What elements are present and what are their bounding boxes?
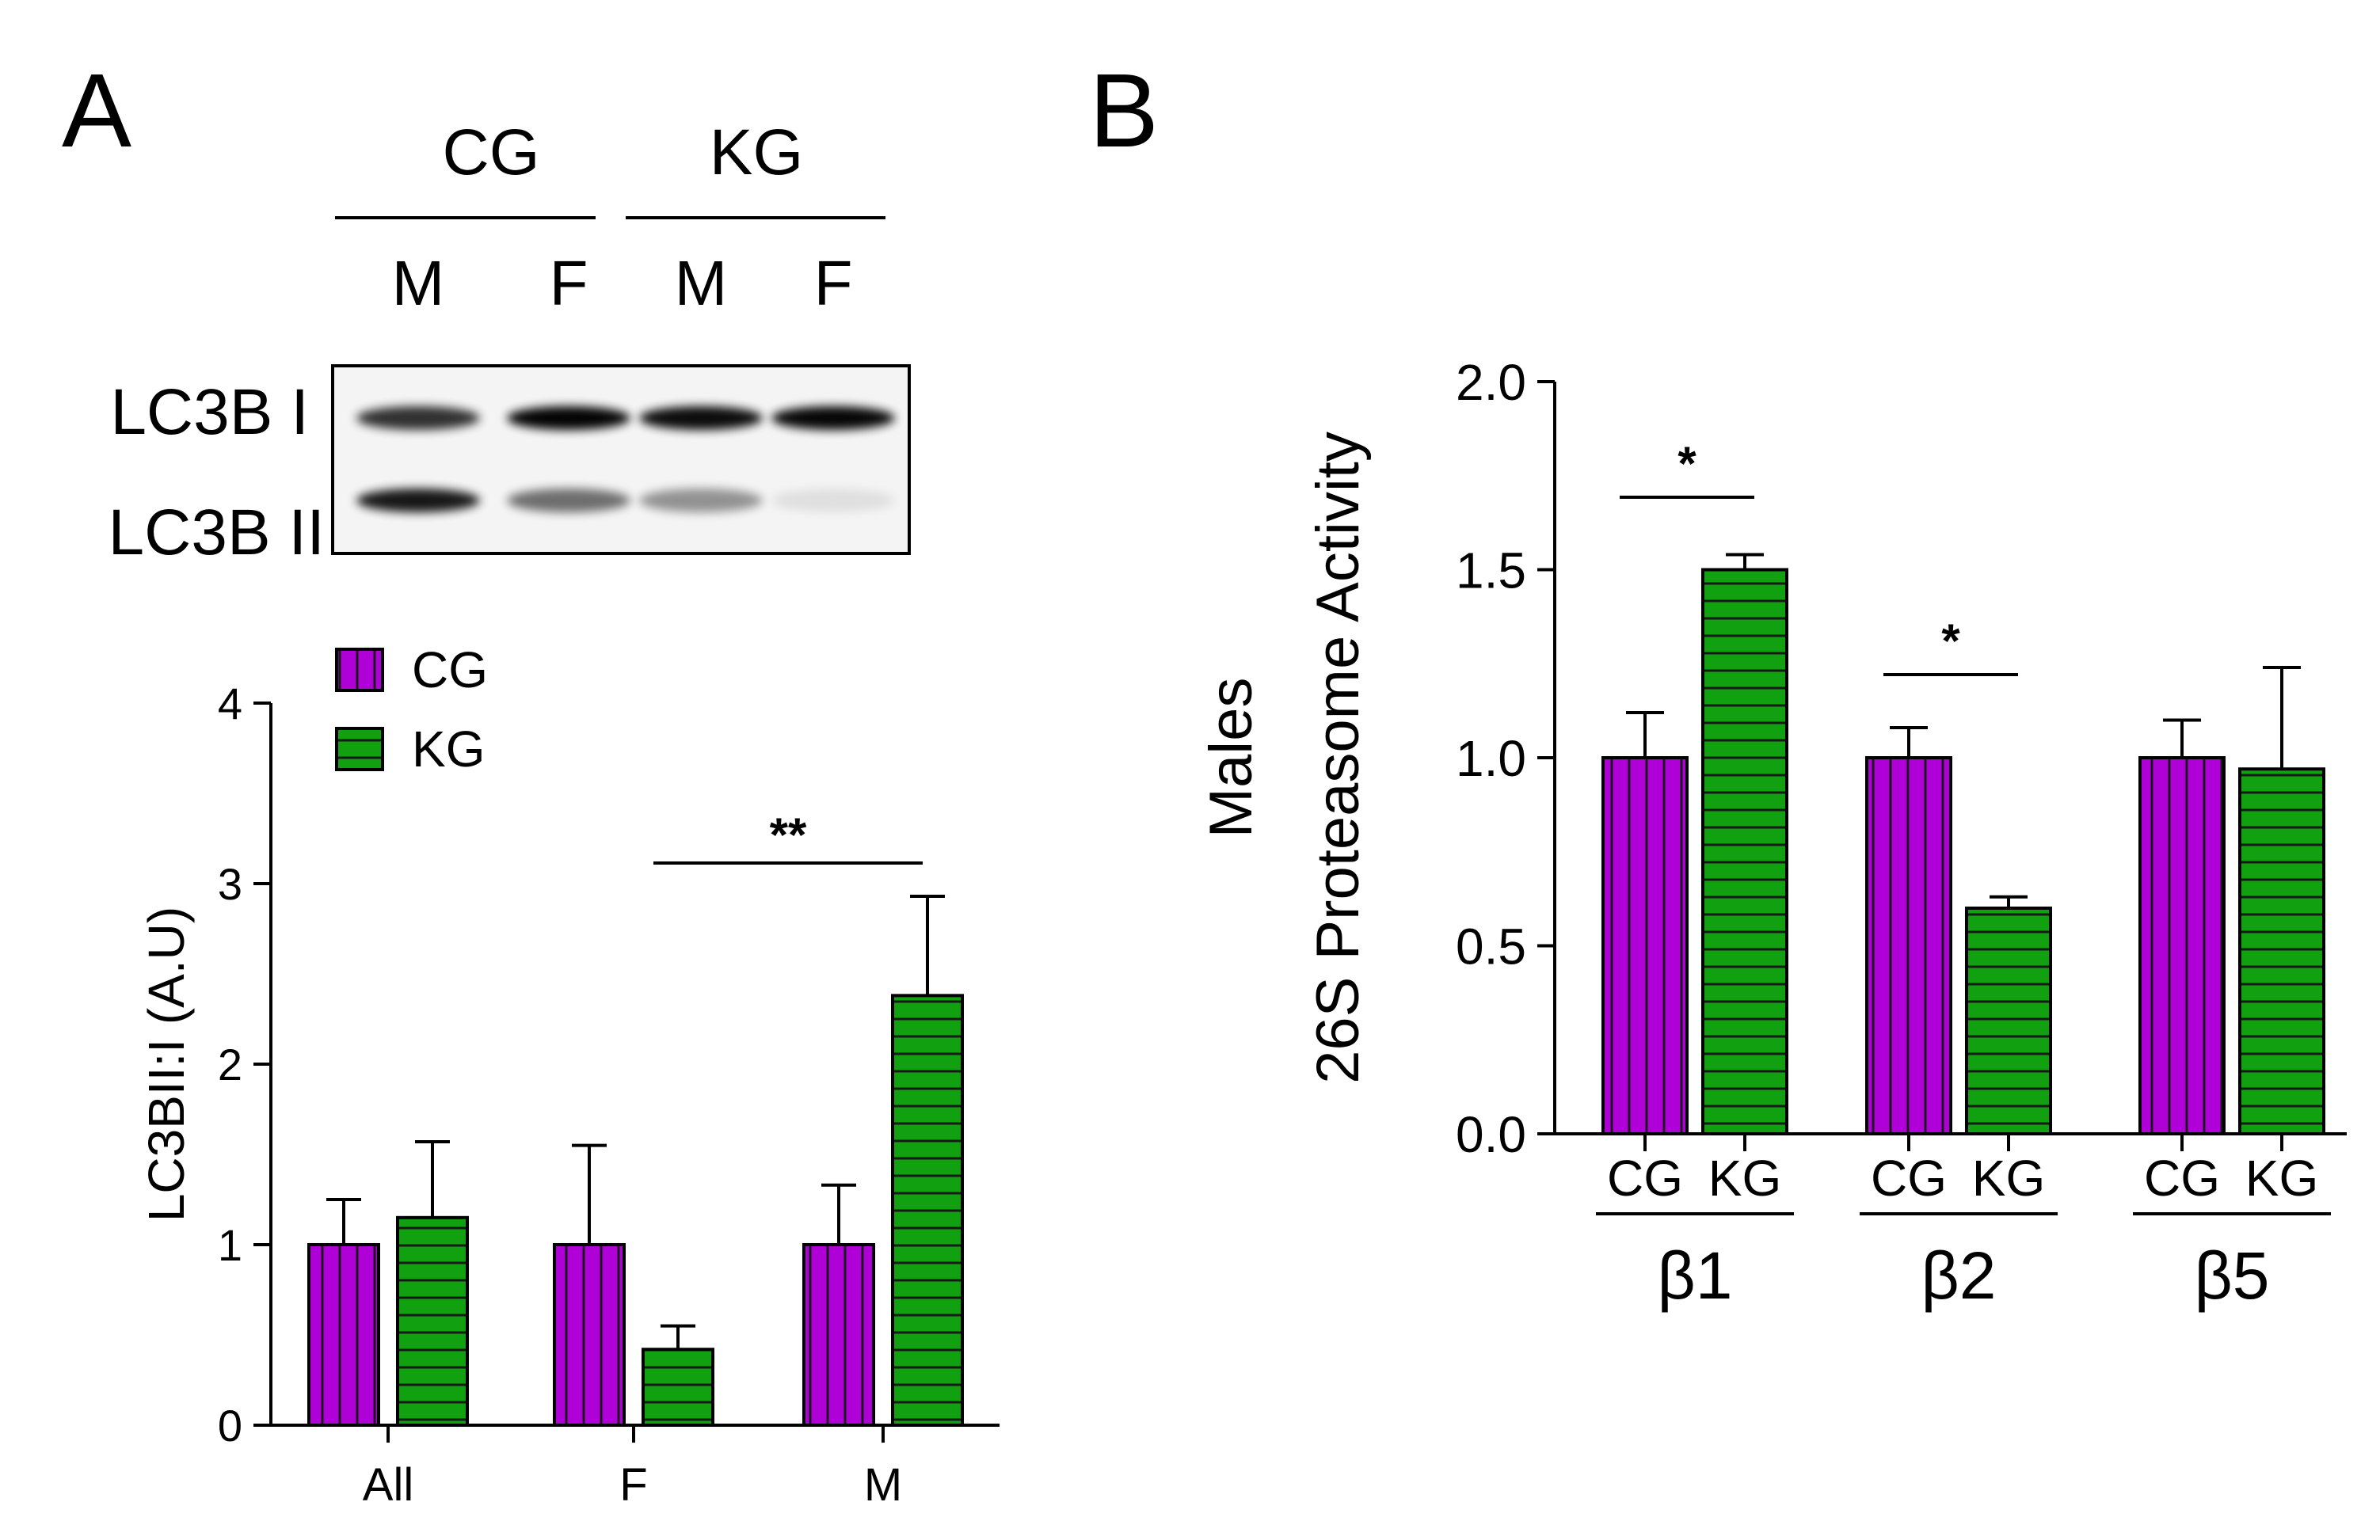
chart-b-bars bbox=[1601, 553, 2325, 1135]
chart-a-y-ticks: 0 1 2 3 4 bbox=[218, 679, 271, 1451]
panel-b-letter: B bbox=[1089, 52, 1159, 169]
chart-a-significance: ** bbox=[653, 808, 923, 865]
chart-b-sublabel: CG bbox=[2144, 1150, 2220, 1207]
chart-b-bar-kg bbox=[1701, 568, 1788, 1135]
blot-membrane bbox=[331, 364, 911, 555]
blot-band-label-lc3b-i: LC3B I bbox=[110, 376, 309, 448]
legend-label-cg: CG bbox=[412, 641, 488, 698]
legend-swatch-cg bbox=[335, 648, 384, 692]
chart-b-category-label: β2 bbox=[1921, 1238, 1996, 1313]
blot-band-lc3b-ii bbox=[771, 489, 895, 512]
blot-band-lc3b-i bbox=[639, 406, 763, 430]
chart-b-y-ticks: 0.0 0.5 1.0 1.5 2.0 bbox=[1456, 354, 1555, 1163]
legend-swatch-kg bbox=[335, 727, 384, 771]
blot-bands bbox=[356, 406, 895, 512]
chart-a-bar-cg bbox=[553, 1243, 626, 1427]
blot-lane-label: F bbox=[814, 248, 853, 318]
chart-a-tick-label: 0 bbox=[218, 1401, 242, 1451]
chart-b-bar-cg bbox=[2138, 756, 2226, 1135]
chart-a-significance-label: ** bbox=[770, 808, 807, 861]
blot-band-lc3b-ii bbox=[356, 489, 480, 512]
chart-b-y-axis-title-line2: 26S Proteasome Activity bbox=[1304, 432, 1372, 1084]
blot-lane-label: M bbox=[675, 248, 728, 318]
chart-a-bar-kg bbox=[642, 1348, 714, 1427]
chart-a-bar-kg bbox=[891, 994, 964, 1427]
blot-band-lc3b-ii bbox=[507, 489, 630, 512]
chart-b-tick-label: 1.5 bbox=[1456, 542, 1526, 599]
panel-a-letter: A bbox=[62, 52, 131, 169]
blot-band-lc3b-i bbox=[771, 406, 895, 430]
chart-b-tick-label: 1.0 bbox=[1456, 730, 1526, 787]
chart-b-bar-cg bbox=[1865, 756, 1952, 1135]
chart-b-bar-kg bbox=[2238, 767, 2325, 1135]
blot-group-label-cg: CG bbox=[443, 116, 540, 188]
chart-b-tick-label: 0.5 bbox=[1456, 918, 1526, 975]
blot-band-lc3b-i bbox=[507, 406, 630, 430]
blot-band-label-lc3b-ii: LC3B II bbox=[109, 496, 325, 568]
chart-b-tick-label: 2.0 bbox=[1456, 354, 1526, 411]
chart-a-y-axis-title: LC3BII:I (A.U) bbox=[138, 907, 195, 1222]
chart-b-bar-kg bbox=[1965, 907, 2052, 1135]
chart-b-significance-label: * bbox=[1941, 614, 1960, 667]
chart-a-tick-label: 2 bbox=[218, 1040, 242, 1089]
chart-b-significance-label: * bbox=[1677, 437, 1696, 490]
chart-a-tick-label: 1 bbox=[218, 1220, 242, 1270]
chart-a-legend: CG KG bbox=[335, 641, 488, 778]
chart-a-tick-label: 3 bbox=[218, 859, 242, 909]
chart-b-categories: CG KG β1 CG KG β2 CG KG β5 bbox=[1596, 1134, 2331, 1313]
blot-band-lc3b-i bbox=[356, 406, 480, 430]
chart-a-bars bbox=[307, 894, 964, 1428]
chart-b-bar-cg bbox=[1601, 756, 1689, 1135]
chart-b-sublabel: CG bbox=[1607, 1150, 1683, 1207]
blot-group-label-kg: KG bbox=[710, 116, 803, 188]
chart-b-tick-label: 0.0 bbox=[1456, 1106, 1526, 1163]
chart-b-category-label: β5 bbox=[2194, 1238, 2269, 1313]
chart-a-category-label: M bbox=[864, 1459, 902, 1511]
chart-b-y-axis-title-line1: Males bbox=[1198, 678, 1265, 838]
blot-lane-label: M bbox=[392, 248, 445, 318]
chart-b-sublabel: KG bbox=[1708, 1150, 1781, 1207]
chart-a-bar-cg bbox=[307, 1243, 380, 1427]
chart-a-bar-cg bbox=[802, 1243, 875, 1427]
chart-a: CG KG 0 1 2 3 4 All F M ** LC3BII:I (A.U) bbox=[138, 641, 1000, 1511]
chart-a-tick-label: 4 bbox=[218, 679, 242, 728]
western-blot: CG KG M F M F LC3B I LC3B II bbox=[109, 116, 911, 568]
chart-a-categories: All F M bbox=[363, 1425, 902, 1511]
chart-a-category-label: All bbox=[363, 1459, 413, 1511]
chart-b-sublabel: KG bbox=[2245, 1150, 2318, 1207]
chart-b-category-label: β1 bbox=[1657, 1238, 1732, 1313]
chart-b-significance: ** bbox=[1620, 437, 2018, 676]
blot-band-lc3b-ii bbox=[639, 489, 763, 512]
chart-a-category-label: F bbox=[619, 1459, 647, 1511]
chart-b-sublabel: CG bbox=[1871, 1150, 1947, 1207]
legend-label-kg: KG bbox=[412, 721, 485, 778]
chart-a-bar-kg bbox=[396, 1215, 469, 1428]
chart-b-sublabel: KG bbox=[1972, 1150, 2045, 1207]
blot-lane-label: F bbox=[550, 248, 588, 318]
